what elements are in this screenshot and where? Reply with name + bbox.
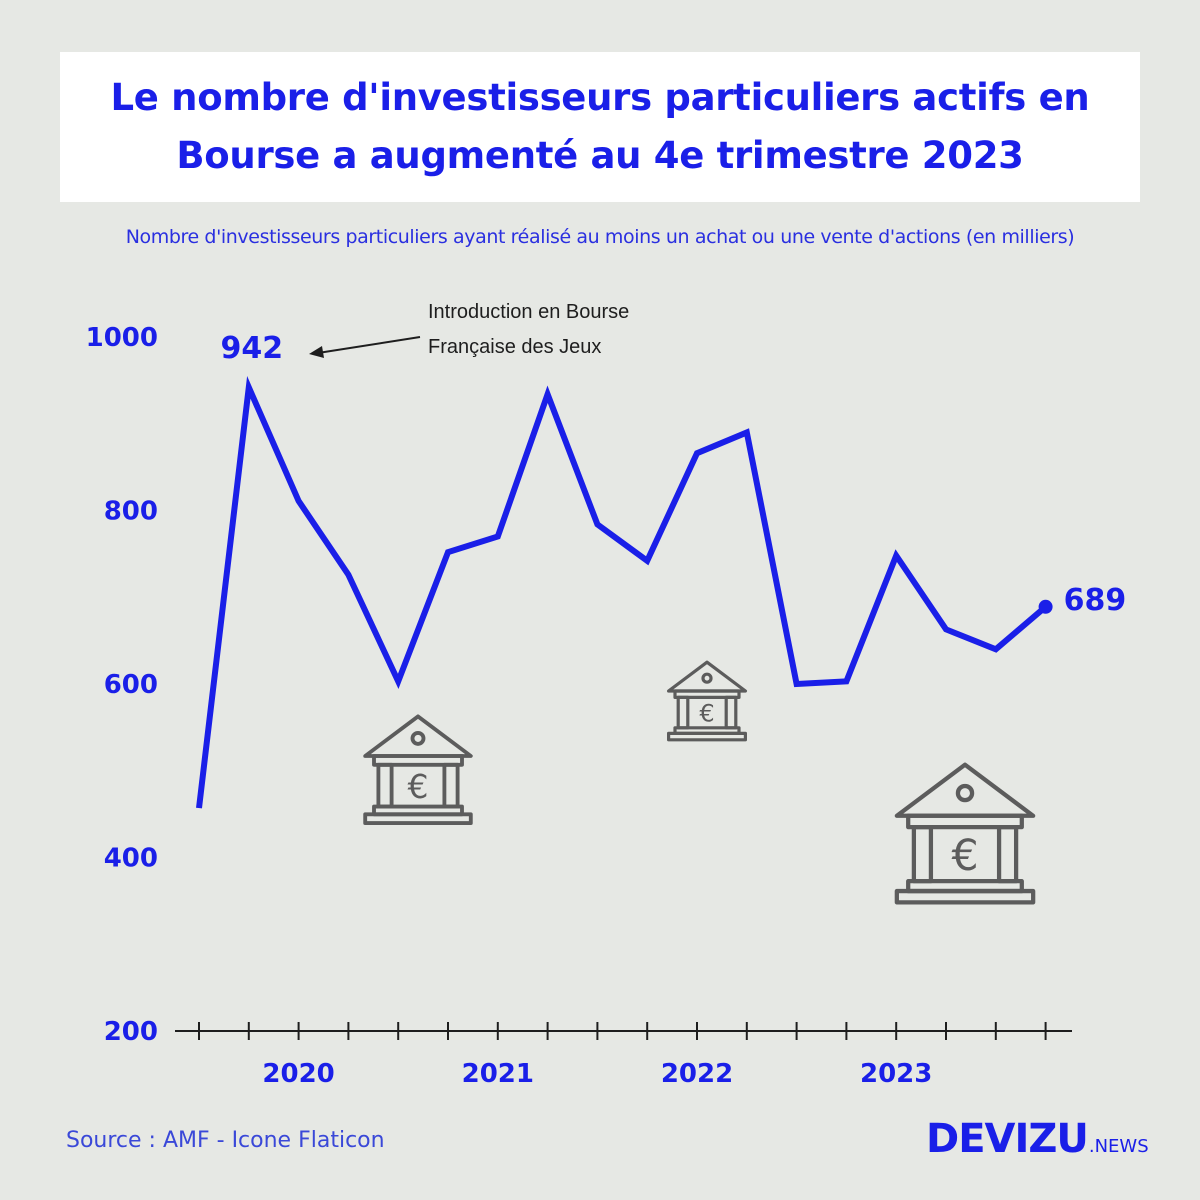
data-label: 942 — [220, 331, 283, 366]
x-year-labels: 2020 2021 2022 2023 — [262, 1059, 932, 1089]
page-title: Le nombre d'investisseurs particuliers a… — [110, 76, 1090, 177]
series-line — [196, 376, 1048, 809]
annotation-arrowhead — [309, 346, 324, 358]
bank-euro-icon: € — [666, 660, 748, 742]
bank-euro-icon: € — [363, 714, 473, 826]
y-tick-label: 1000 — [86, 323, 158, 353]
x-axis — [175, 1022, 1072, 1040]
annotation-line-1: Introduction en Bourse — [428, 301, 629, 323]
source-note: Source : AMF - Icone Flaticon — [66, 1128, 385, 1153]
y-tick-label: 800 — [104, 497, 158, 527]
y-tick-label: 400 — [104, 844, 158, 874]
svg-text:€: € — [951, 831, 978, 881]
svg-text:€: € — [699, 699, 714, 727]
svg-text:€: € — [408, 767, 429, 806]
x-year-label: 2022 — [661, 1059, 733, 1089]
data-label: 689 — [1064, 583, 1127, 618]
title-box: Le nombre d'investisseurs particuliers a… — [60, 52, 1140, 202]
brand-logo: DEVIZU.NEWS — [926, 1116, 1149, 1162]
series-line-group — [196, 376, 1053, 809]
x-year-label: 2020 — [262, 1059, 334, 1089]
x-year-label: 2021 — [462, 1059, 534, 1089]
series-end-point — [1038, 599, 1053, 614]
annotation: Introduction en Bourse Française des Jeu… — [309, 301, 629, 358]
annotation-line-2: Française des Jeux — [428, 336, 601, 358]
y-tick-label: 200 — [104, 1017, 158, 1047]
y-tick-label: 600 — [104, 670, 158, 700]
data-labels: 942 689 — [220, 331, 1126, 618]
brand-suffix: .NEWS — [1088, 1136, 1149, 1157]
annotation-arrow — [317, 336, 421, 354]
x-year-label: 2023 — [860, 1059, 932, 1089]
bank-euro-icon: € — [894, 762, 1036, 905]
y-tick-labels: 200 400 600 800 1000 — [86, 323, 158, 1047]
brand-main: DEVIZU — [926, 1116, 1089, 1162]
chart-subtitle: Nombre d'investisseurs particuliers ayan… — [125, 226, 1075, 248]
